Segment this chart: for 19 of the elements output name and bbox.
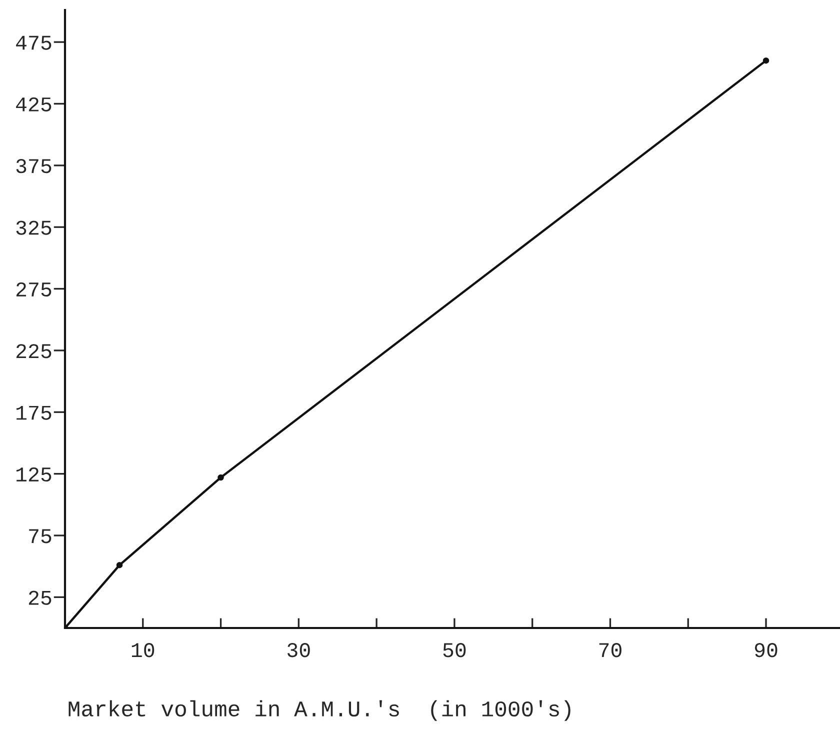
y-tick-label: 475 [16, 36, 52, 50]
x-axis-title: Market volume in A.M.U.'s (in 1000's) [68, 700, 570, 721]
point [218, 474, 224, 481]
y-tick-label: 75 [29, 529, 52, 544]
x-tick-label: 10 [132, 643, 154, 658]
x-tick-label: 30 [287, 643, 310, 658]
x-tick-label: 50 [443, 643, 466, 658]
y-tick-label: 375 [16, 159, 52, 174]
y-tick-label: 325 [16, 220, 52, 235]
y-tick-label: 225 [16, 344, 52, 358]
y-tick-label: 125 [16, 467, 52, 482]
x-tick-label: 70 [599, 643, 622, 658]
y-tick-label: 275 [16, 282, 52, 297]
x-tick-label: 90 [754, 643, 778, 658]
y-tick-label: 425 [16, 97, 52, 112]
y-tick-label: 175 [16, 406, 52, 420]
point [116, 562, 123, 568]
y-tick-label: 25 [28, 590, 52, 605]
point [762, 57, 770, 64]
